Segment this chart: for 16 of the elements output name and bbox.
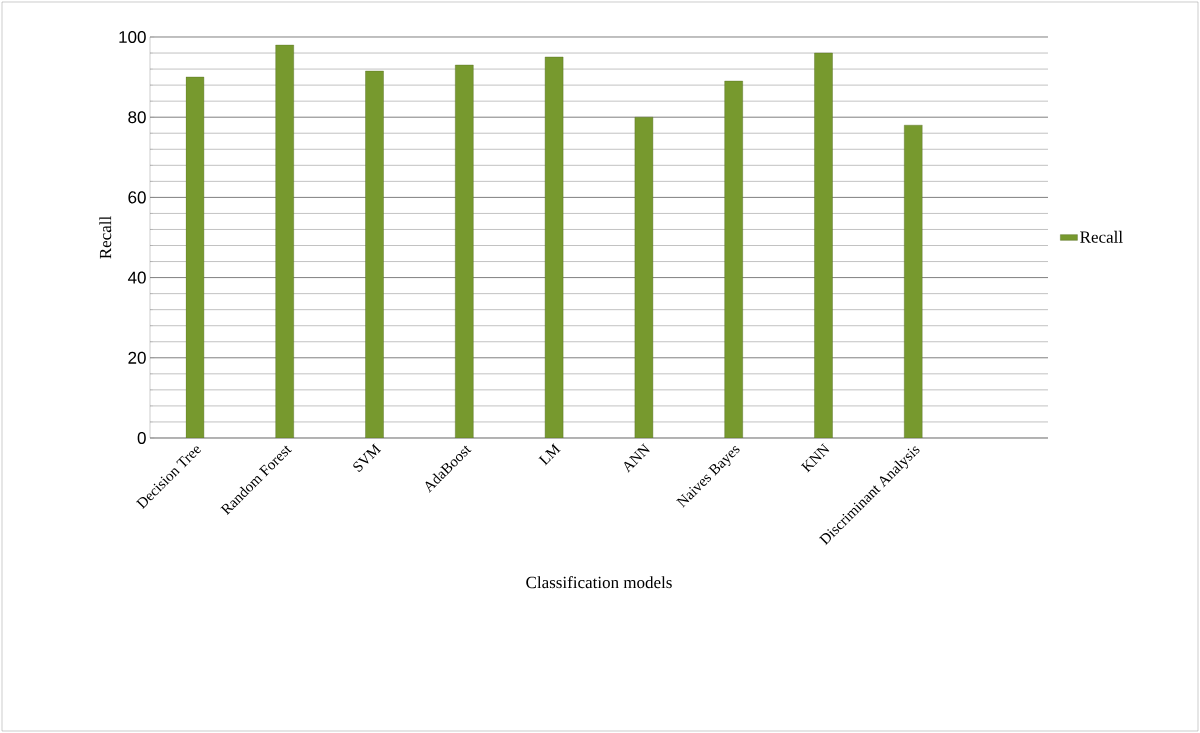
y-tick-label: 20 xyxy=(128,351,146,364)
y-tick-label: 0 xyxy=(137,431,146,445)
bar xyxy=(724,80,743,438)
y-axis-title: Recall xyxy=(99,216,112,259)
bar xyxy=(365,70,384,438)
y-tick-label: 100 xyxy=(119,30,146,44)
y-tick-label: 80 xyxy=(128,111,146,124)
bar xyxy=(904,125,923,438)
y-tick-label: 40 xyxy=(127,271,146,284)
y-tick-label: 60 xyxy=(128,191,146,204)
legend-label: Recall xyxy=(1080,230,1123,243)
bar xyxy=(275,44,294,438)
bar xyxy=(455,64,474,438)
bar xyxy=(814,52,833,438)
x-axis-title: Classification models xyxy=(526,576,672,589)
x-tick-label: LM xyxy=(538,443,561,466)
